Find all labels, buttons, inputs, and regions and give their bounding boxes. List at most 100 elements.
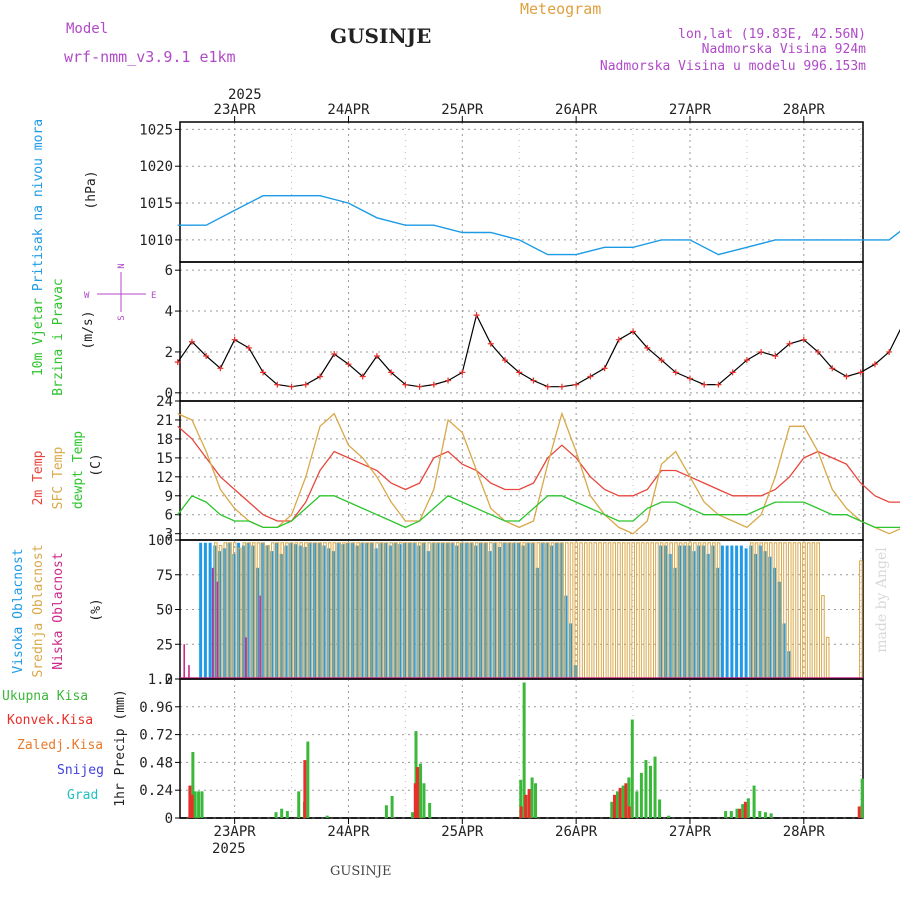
- temp-ytick-label: 9: [165, 489, 173, 505]
- precip-total-bar: [530, 777, 534, 818]
- cloud-panel: 0 25 50 75 100: [148, 533, 864, 688]
- precip-total-bar: [414, 731, 418, 818]
- bottom-day-labels: 23APR 24APR 25APR 26APR 27APR 28APR: [214, 818, 825, 840]
- precip-conv-bar: [519, 806, 523, 818]
- precip-total-bar: [644, 760, 648, 818]
- mid-cloud-bar: [583, 542, 588, 680]
- high-cloud-bar: [730, 545, 734, 679]
- temp-ytick-label: 24: [156, 394, 173, 410]
- precip-total-bar: [653, 756, 657, 818]
- wind-speed-marker: [416, 383, 423, 390]
- wind-speed-marker: [615, 336, 622, 343]
- wind-speed-marker: [302, 381, 309, 388]
- wind-unit: (m/s): [81, 310, 96, 349]
- precip-total-bar: [419, 763, 423, 818]
- compass-n: N: [117, 263, 127, 268]
- pressure-ytick-label: 1010: [139, 233, 173, 249]
- mid-cloud-bar: [806, 542, 811, 680]
- precip-total-bar: [735, 808, 739, 818]
- precip-conv-bar: [527, 789, 531, 818]
- legend-zaledj: Zaledj.Kisa: [17, 738, 103, 753]
- precip-total-bar: [667, 815, 671, 818]
- precip-conv-bar: [303, 760, 307, 818]
- bottom-day-label: 24APR: [327, 824, 370, 840]
- precip-conv-bar: [618, 787, 622, 818]
- wind-speed-marker: [501, 357, 508, 364]
- mid-cloud-bar: [588, 542, 593, 680]
- top-day-label: 28APR: [783, 102, 826, 118]
- mid-cloud-bar: [792, 542, 797, 680]
- pressure-ylabel: Pritisak na nivou mora: [31, 119, 46, 291]
- high-cloud-bar: [739, 545, 743, 679]
- wind-speed-marker: [260, 369, 267, 376]
- top-day-label: 26APR: [555, 102, 598, 118]
- precip-total-bar: [519, 779, 523, 818]
- precip-total-bar: [610, 801, 614, 818]
- mid-cloud-bar: [602, 542, 607, 680]
- top-day-label: 24APR: [327, 102, 370, 118]
- precip-conv-bar: [624, 783, 628, 818]
- top-day-label: 23APR: [214, 102, 257, 118]
- precip-total-bar: [325, 815, 329, 818]
- wind-speed-marker: [530, 377, 537, 384]
- compass-w: W: [84, 291, 90, 301]
- wind-speed-marker: [345, 361, 352, 368]
- wind-speed-marker: [743, 357, 750, 364]
- footer-station: GUSINJE: [330, 864, 391, 879]
- high-cloud-bar: [720, 545, 724, 679]
- cloud-ytick-label: 75: [156, 568, 173, 584]
- precip-ytick-label: 1.2: [148, 672, 173, 688]
- wind-speed-marker: [430, 381, 437, 388]
- mid-cloud-bar: [655, 542, 659, 680]
- precip-conv-bar: [612, 794, 616, 818]
- pressure-unit: (hPa): [84, 170, 99, 209]
- precip-total-bar: [522, 682, 526, 818]
- wind-speed-marker: [829, 365, 836, 372]
- precip-total-bar: [197, 791, 201, 818]
- mid-cloud-bar: [612, 542, 617, 680]
- temp-ylabel-1: 2m Temp: [31, 450, 46, 505]
- precip-conv-bar: [627, 806, 631, 818]
- model-name: wrf-nmm_v3.9.1 e1km: [64, 48, 236, 66]
- wind-frame: [179, 261, 864, 402]
- precip-total-bar: [763, 812, 767, 818]
- precip-total-bar: [648, 765, 652, 818]
- wind-speed-marker: [445, 377, 452, 384]
- precip-panel: 0 0.24 0.48 0.72 0.96 1.2: [139, 672, 864, 827]
- low-cloud-bar: [211, 567, 214, 679]
- cloud-ylabel-2: Srednja Oblacnost: [31, 544, 46, 677]
- precip-ytick-label: 0: [165, 811, 173, 827]
- wind-speed-marker: [516, 369, 523, 376]
- wind-speed-marker: [871, 361, 878, 368]
- mid-cloud-bar: [598, 542, 602, 680]
- precip-conv-bar: [524, 794, 528, 818]
- temp-ylabel-2: SFC Temp: [51, 447, 66, 510]
- precip-total-bar: [280, 808, 284, 818]
- low-cloud-bar: [245, 637, 247, 679]
- wind-panel: 0 2 4 6: [165, 261, 900, 402]
- precip-total-bar: [746, 798, 750, 818]
- wind-speed-marker: [459, 369, 466, 376]
- wind-speed-marker: [800, 336, 807, 343]
- top-day-label: 27APR: [669, 102, 712, 118]
- bottom-day-label: 23APR: [214, 824, 257, 840]
- wind-speed-marker: [331, 350, 338, 357]
- precip-total-bar: [621, 785, 625, 818]
- mid-cloud-bar: [579, 542, 583, 680]
- cloud-ytick-label: 0: [165, 672, 173, 688]
- mid-cloud-bar: [811, 542, 816, 680]
- wind-speed-marker: [658, 357, 665, 364]
- wind-speed-marker: [373, 353, 380, 360]
- temp-2m-line: [177, 425, 900, 522]
- legend-konvek: Konvek.Kisa: [7, 713, 93, 728]
- precip-conv-bar: [413, 783, 417, 818]
- pressure-panel: 1010 1015 1020 1025: [139, 121, 900, 263]
- temp-ylabel-3: dewpt Temp: [71, 431, 86, 509]
- bottom-day-label: 25APR: [441, 824, 484, 840]
- wind-ytick-label: 6: [165, 263, 173, 279]
- mid-cloud-bar: [825, 636, 830, 680]
- wind-speed-marker: [245, 344, 252, 351]
- legend-ukupna: Ukupna Kisa: [2, 689, 88, 704]
- wind-speed-marker: [601, 365, 608, 372]
